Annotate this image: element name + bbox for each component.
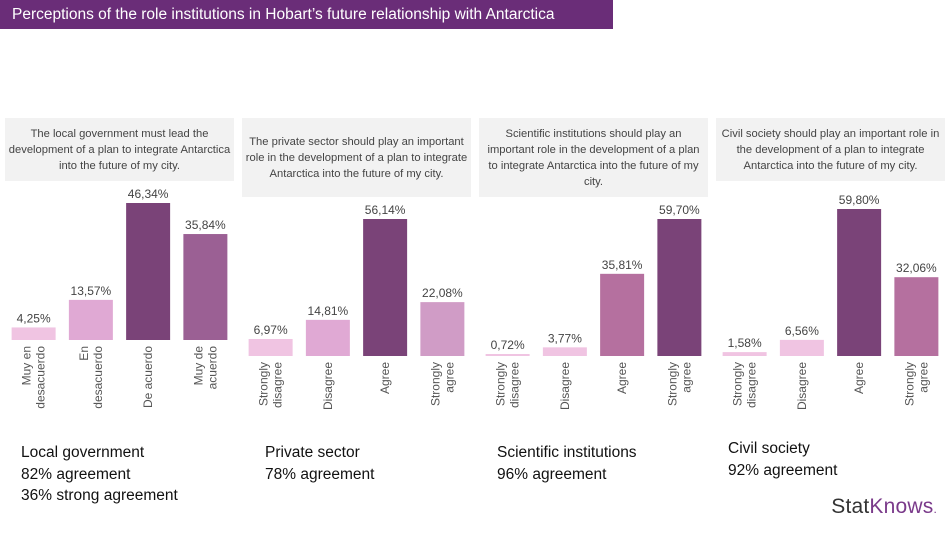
- summary-line: Civil society: [728, 440, 810, 457]
- category-label: Strongly disagree: [494, 362, 522, 408]
- category-label-line: De acuerdo: [141, 346, 155, 408]
- data-label: 6,56%: [785, 324, 819, 338]
- category-label-line: Disagree: [321, 362, 335, 410]
- bar: [722, 352, 767, 356]
- summary-line: Local government: [21, 444, 145, 461]
- category-label-line: agree: [442, 362, 456, 393]
- category-label: Strongly disagree: [731, 362, 759, 408]
- category-label-line: Agree: [852, 362, 866, 394]
- category-label: Agree: [852, 362, 866, 394]
- summary-scientific-institutions: Scientific institutions 96% agreement: [497, 442, 637, 485]
- logo-knows: Knows: [869, 495, 934, 518]
- bar-chart-civil-society: 1,58%Strongly disagree6,56%Disagree59,80%…: [722, 193, 939, 410]
- data-label: 13,57%: [71, 284, 112, 298]
- bar: [248, 338, 293, 356]
- category-label: Strongly agree: [665, 362, 693, 406]
- category-label-line: agree: [679, 362, 693, 393]
- bar: [837, 209, 882, 356]
- category-label: Disagree: [321, 362, 335, 410]
- bar: [420, 302, 465, 356]
- summary-line: Private sector: [265, 444, 360, 461]
- data-label: 35,84%: [185, 218, 226, 232]
- category-label-line: En: [77, 346, 91, 361]
- category-label: Strongly disagree: [257, 362, 285, 408]
- chart-title: Civil society should play an important r…: [716, 118, 945, 181]
- category-label-line: Disagree: [558, 362, 572, 410]
- bar: [779, 339, 824, 356]
- category-label: Strongly agree: [902, 362, 930, 406]
- category-label-line: agree: [916, 362, 930, 393]
- summary-private-sector: Private sector 78% agreement: [265, 442, 374, 485]
- category-label: Disagree: [795, 362, 809, 410]
- data-label: 59,80%: [839, 193, 880, 207]
- chart-title: The private sector should play an import…: [242, 118, 471, 197]
- category-label: Agree: [615, 362, 629, 394]
- bar: [485, 354, 530, 356]
- category-label: De acuerdo: [141, 346, 155, 408]
- bar: [126, 203, 171, 340]
- bar: [657, 219, 702, 356]
- data-label: 46,34%: [128, 187, 169, 201]
- bar-chart-private-sector: 6,97%Strongly disagree14,81%Disagree56,14…: [248, 203, 465, 410]
- category-label-line: Muy de: [191, 346, 205, 386]
- category-label-line: Strongly: [665, 362, 679, 406]
- bar: [363, 219, 408, 356]
- bar: [894, 277, 939, 356]
- category-label-line: Strongly: [494, 362, 508, 406]
- category-label: Muy de acuerdo: [191, 346, 219, 390]
- category-label-line: disagree: [508, 362, 522, 408]
- summary-line: 96% agreement: [497, 465, 607, 483]
- chart-title: The local government must lead the devel…: [5, 118, 234, 181]
- bar: [305, 319, 350, 356]
- data-label: 56,14%: [365, 203, 406, 217]
- data-label: 0,72%: [491, 338, 525, 352]
- bar: [183, 234, 228, 340]
- category-label-line: Agree: [378, 362, 392, 394]
- category-label-line: Strongly: [428, 362, 442, 406]
- bar: [542, 347, 587, 356]
- data-label: 22,08%: [422, 286, 463, 300]
- data-label: 35,81%: [602, 258, 643, 272]
- summary-line: 78% agreement: [265, 465, 375, 483]
- summary-civil-society: Civil society 92% agreement: [728, 438, 837, 481]
- summary-local-government: Local government 82% agreement 36% stron…: [21, 442, 178, 507]
- bar: [600, 273, 645, 356]
- category-label-line: disagree: [745, 362, 759, 408]
- bar: [11, 327, 56, 340]
- data-label: 6,97%: [254, 323, 288, 337]
- category-label: Agree: [378, 362, 392, 394]
- category-label: Disagree: [558, 362, 572, 410]
- category-label-line: desacuerdo: [91, 346, 105, 409]
- category-label-line: Strongly: [257, 362, 271, 406]
- data-label: 59,70%: [659, 203, 700, 217]
- data-label: 14,81%: [308, 304, 349, 318]
- data-label: 3,77%: [548, 331, 582, 345]
- category-label: Strongly agree: [428, 362, 456, 406]
- category-label-line: Agree: [615, 362, 629, 394]
- category-label-line: desacuerdo: [34, 346, 48, 409]
- category-label: En desacuerdo: [77, 346, 105, 409]
- page-title: Perceptions of the role institutions in …: [0, 0, 613, 29]
- category-label: Muy en desacuerdo: [20, 346, 48, 409]
- summary-line: 82% agreement: [21, 465, 131, 483]
- summary-line: 36% strong agreement: [21, 487, 178, 504]
- category-label-line: acuerdo: [205, 346, 219, 390]
- logo-stat: Stat: [831, 495, 870, 518]
- bar-chart-scientific-institutions: 0,72%Strongly disagree3,77%Disagree35,81%…: [485, 203, 702, 410]
- category-label-line: Strongly: [731, 362, 745, 406]
- data-label: 1,58%: [728, 336, 762, 350]
- statknows-logo: StatKnows.: [831, 495, 937, 519]
- bar: [68, 299, 113, 340]
- category-label-line: Strongly: [902, 362, 916, 406]
- category-label-line: Disagree: [795, 362, 809, 410]
- category-label-line: Muy en: [20, 346, 34, 385]
- category-label-line: disagree: [271, 362, 285, 408]
- summary-line: 92% agreement: [728, 461, 838, 479]
- data-label: 4,25%: [17, 311, 51, 325]
- summary-line: Scientific institutions: [497, 444, 637, 461]
- data-label: 32,06%: [896, 261, 937, 275]
- chart-title: Scientific institutions should play an i…: [479, 118, 708, 197]
- logo-dot: .: [933, 502, 937, 516]
